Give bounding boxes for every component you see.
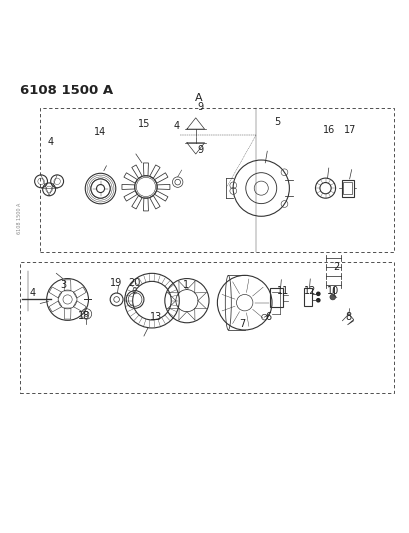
Text: 3: 3 bbox=[61, 280, 67, 289]
Circle shape bbox=[329, 294, 335, 300]
Text: 5: 5 bbox=[274, 117, 280, 127]
Bar bbox=[303, 288, 311, 306]
Text: 7: 7 bbox=[238, 319, 245, 328]
Text: 10: 10 bbox=[327, 286, 339, 296]
Text: 20: 20 bbox=[128, 278, 141, 288]
Text: 16: 16 bbox=[322, 125, 334, 135]
Text: 2: 2 bbox=[333, 262, 339, 271]
Text: 8: 8 bbox=[345, 312, 351, 322]
Text: 17: 17 bbox=[344, 125, 356, 135]
Circle shape bbox=[316, 292, 319, 295]
Text: 15: 15 bbox=[137, 119, 150, 129]
Bar bbox=[343, 182, 351, 194]
Text: 6: 6 bbox=[265, 312, 271, 322]
Text: 19: 19 bbox=[110, 278, 121, 288]
Text: 9: 9 bbox=[197, 102, 203, 112]
Text: 18: 18 bbox=[77, 311, 90, 320]
Bar bbox=[341, 180, 353, 197]
Text: 6108 1500 A: 6108 1500 A bbox=[17, 203, 22, 234]
Text: 4: 4 bbox=[47, 137, 53, 147]
Circle shape bbox=[316, 298, 319, 302]
Text: 9: 9 bbox=[197, 146, 203, 156]
Text: 11: 11 bbox=[276, 286, 288, 296]
Text: A: A bbox=[195, 93, 202, 103]
Bar bbox=[20, 262, 393, 393]
Text: 13: 13 bbox=[150, 312, 162, 322]
Text: 4: 4 bbox=[173, 121, 180, 131]
Text: 4: 4 bbox=[30, 288, 36, 297]
Text: 14: 14 bbox=[94, 127, 106, 137]
Text: 1: 1 bbox=[182, 280, 188, 289]
Bar bbox=[40, 108, 393, 253]
Text: 6108 1500 A: 6108 1500 A bbox=[20, 84, 113, 96]
Text: 12: 12 bbox=[303, 286, 316, 296]
Bar bbox=[270, 288, 282, 308]
